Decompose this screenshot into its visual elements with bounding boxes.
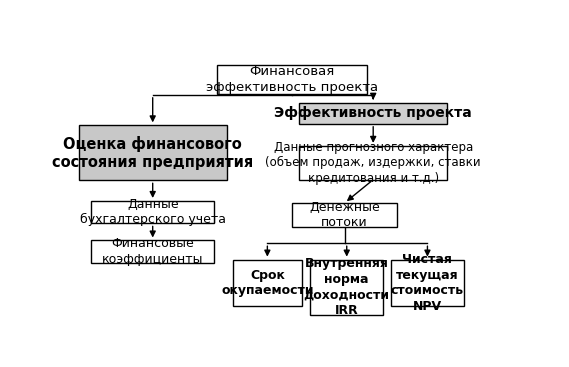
FancyBboxPatch shape [299,103,447,124]
FancyBboxPatch shape [299,146,447,180]
FancyBboxPatch shape [233,259,302,306]
Text: Финансовые
коэффициенты: Финансовые коэффициенты [102,237,204,266]
FancyBboxPatch shape [310,259,383,315]
Text: Денежные
потоки: Денежные потоки [309,201,380,229]
Text: Чистая
текущая
стоимость
NPV: Чистая текущая стоимость NPV [391,253,464,313]
FancyBboxPatch shape [291,203,397,227]
FancyBboxPatch shape [217,65,366,94]
FancyBboxPatch shape [91,240,215,263]
FancyBboxPatch shape [91,201,215,224]
Text: Эффективность проекта: Эффективность проекта [274,106,472,120]
FancyBboxPatch shape [79,125,226,181]
FancyBboxPatch shape [391,259,464,306]
Text: Внутренняя
норма
доходности
IRR: Внутренняя норма доходности IRR [304,257,390,317]
Text: Финансовая
эффективность проекта: Финансовая эффективность проекта [205,65,378,94]
Text: Срок
окупаемости: Срок окупаемости [221,269,314,297]
Text: Данные прогнозного характера
(объем продаж, издержки, ставки
кредитования и т.д.: Данные прогнозного характера (объем прод… [265,141,481,185]
Text: Оценка финансового
состояния предприятия: Оценка финансового состояния предприятия [52,136,253,170]
Text: Данные
бухгалтерского учета: Данные бухгалтерского учета [80,198,226,226]
